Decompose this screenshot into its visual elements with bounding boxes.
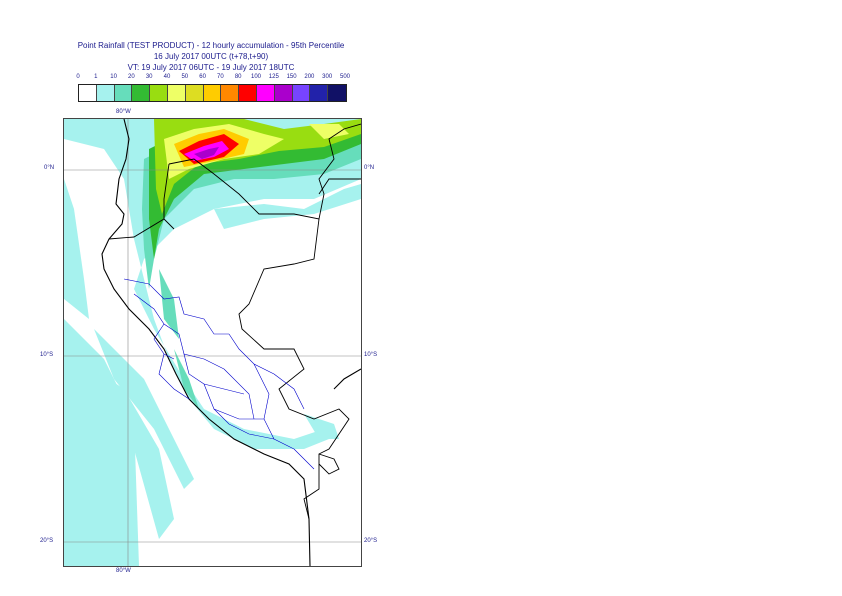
lat-label-bot-right: 20°S: [364, 538, 378, 544]
chart-title-line-2: 16 July 2017 00UTC (t+78,t+90): [153, 52, 269, 61]
legend-swatch: [221, 85, 240, 101]
chart-title-line-1: Point Rainfall (TEST PRODUCT) - 12 hourl…: [77, 41, 345, 50]
legend-tick-label: 125: [268, 74, 279, 80]
lon-label-top-outer: 80°W: [116, 109, 131, 115]
legend-tick-label: 100: [250, 74, 262, 80]
legend-tick-label: 80: [234, 74, 242, 80]
legend-swatch: [310, 85, 329, 101]
legend-tick-label: 70: [217, 74, 224, 80]
map-svg: [64, 119, 361, 566]
legend-tick-label: 60: [199, 74, 206, 80]
lat-label-mid-right: 10°S: [364, 352, 378, 358]
legend-swatch: [292, 85, 311, 101]
legend-swatch: [256, 85, 275, 101]
lon-label-bottom: 80°W: [116, 568, 131, 574]
legend-swatch: [185, 85, 204, 101]
rainfall-shading-cyan: [64, 119, 361, 566]
lat-label-mid-left: 10°S: [40, 352, 54, 358]
legend-tick-label: 50: [181, 74, 189, 80]
legend-tick-label: 0: [76, 74, 80, 80]
country-borders: [108, 123, 361, 520]
legend-tick-label: 40: [163, 74, 171, 80]
legend-tick-label: 1: [94, 74, 98, 80]
legend-tick-label: 500: [339, 74, 351, 80]
legend-swatches: [78, 84, 347, 102]
rainfall-shading-purple: [194, 147, 219, 159]
legend-swatch: [114, 85, 133, 101]
legend-swatch: [274, 85, 293, 101]
legend-swatch: [203, 85, 222, 101]
admin-borders: [123, 278, 315, 470]
legend-tick-label: 150: [286, 74, 297, 80]
legend-swatch: [328, 85, 346, 101]
legend-swatch: [150, 85, 168, 101]
coastline: [101, 119, 361, 566]
legend-swatch: [167, 85, 186, 101]
legend-tick-label: 30: [145, 74, 153, 80]
lat-label-top-right: 0°N: [364, 165, 375, 171]
chart-title-line-3: VT: 19 July 2017 06UTC - 19 July 2017 18…: [127, 63, 295, 72]
legend-tick-label: 10: [110, 74, 117, 80]
lat-label-bot-left: 20°S: [40, 538, 54, 544]
legend-swatch: [132, 85, 151, 101]
lat-label-top-left: 0°N: [44, 165, 55, 171]
graticule: [64, 119, 361, 566]
rainfall-map: 80°W: [63, 118, 362, 567]
legend-tick-label: 200: [304, 74, 315, 80]
legend-swatch: [79, 85, 97, 101]
legend-swatch: [96, 85, 115, 101]
legend-tick-label: 20: [128, 74, 135, 80]
legend-swatch: [239, 85, 257, 101]
legend-tick-label: 300: [322, 74, 333, 80]
